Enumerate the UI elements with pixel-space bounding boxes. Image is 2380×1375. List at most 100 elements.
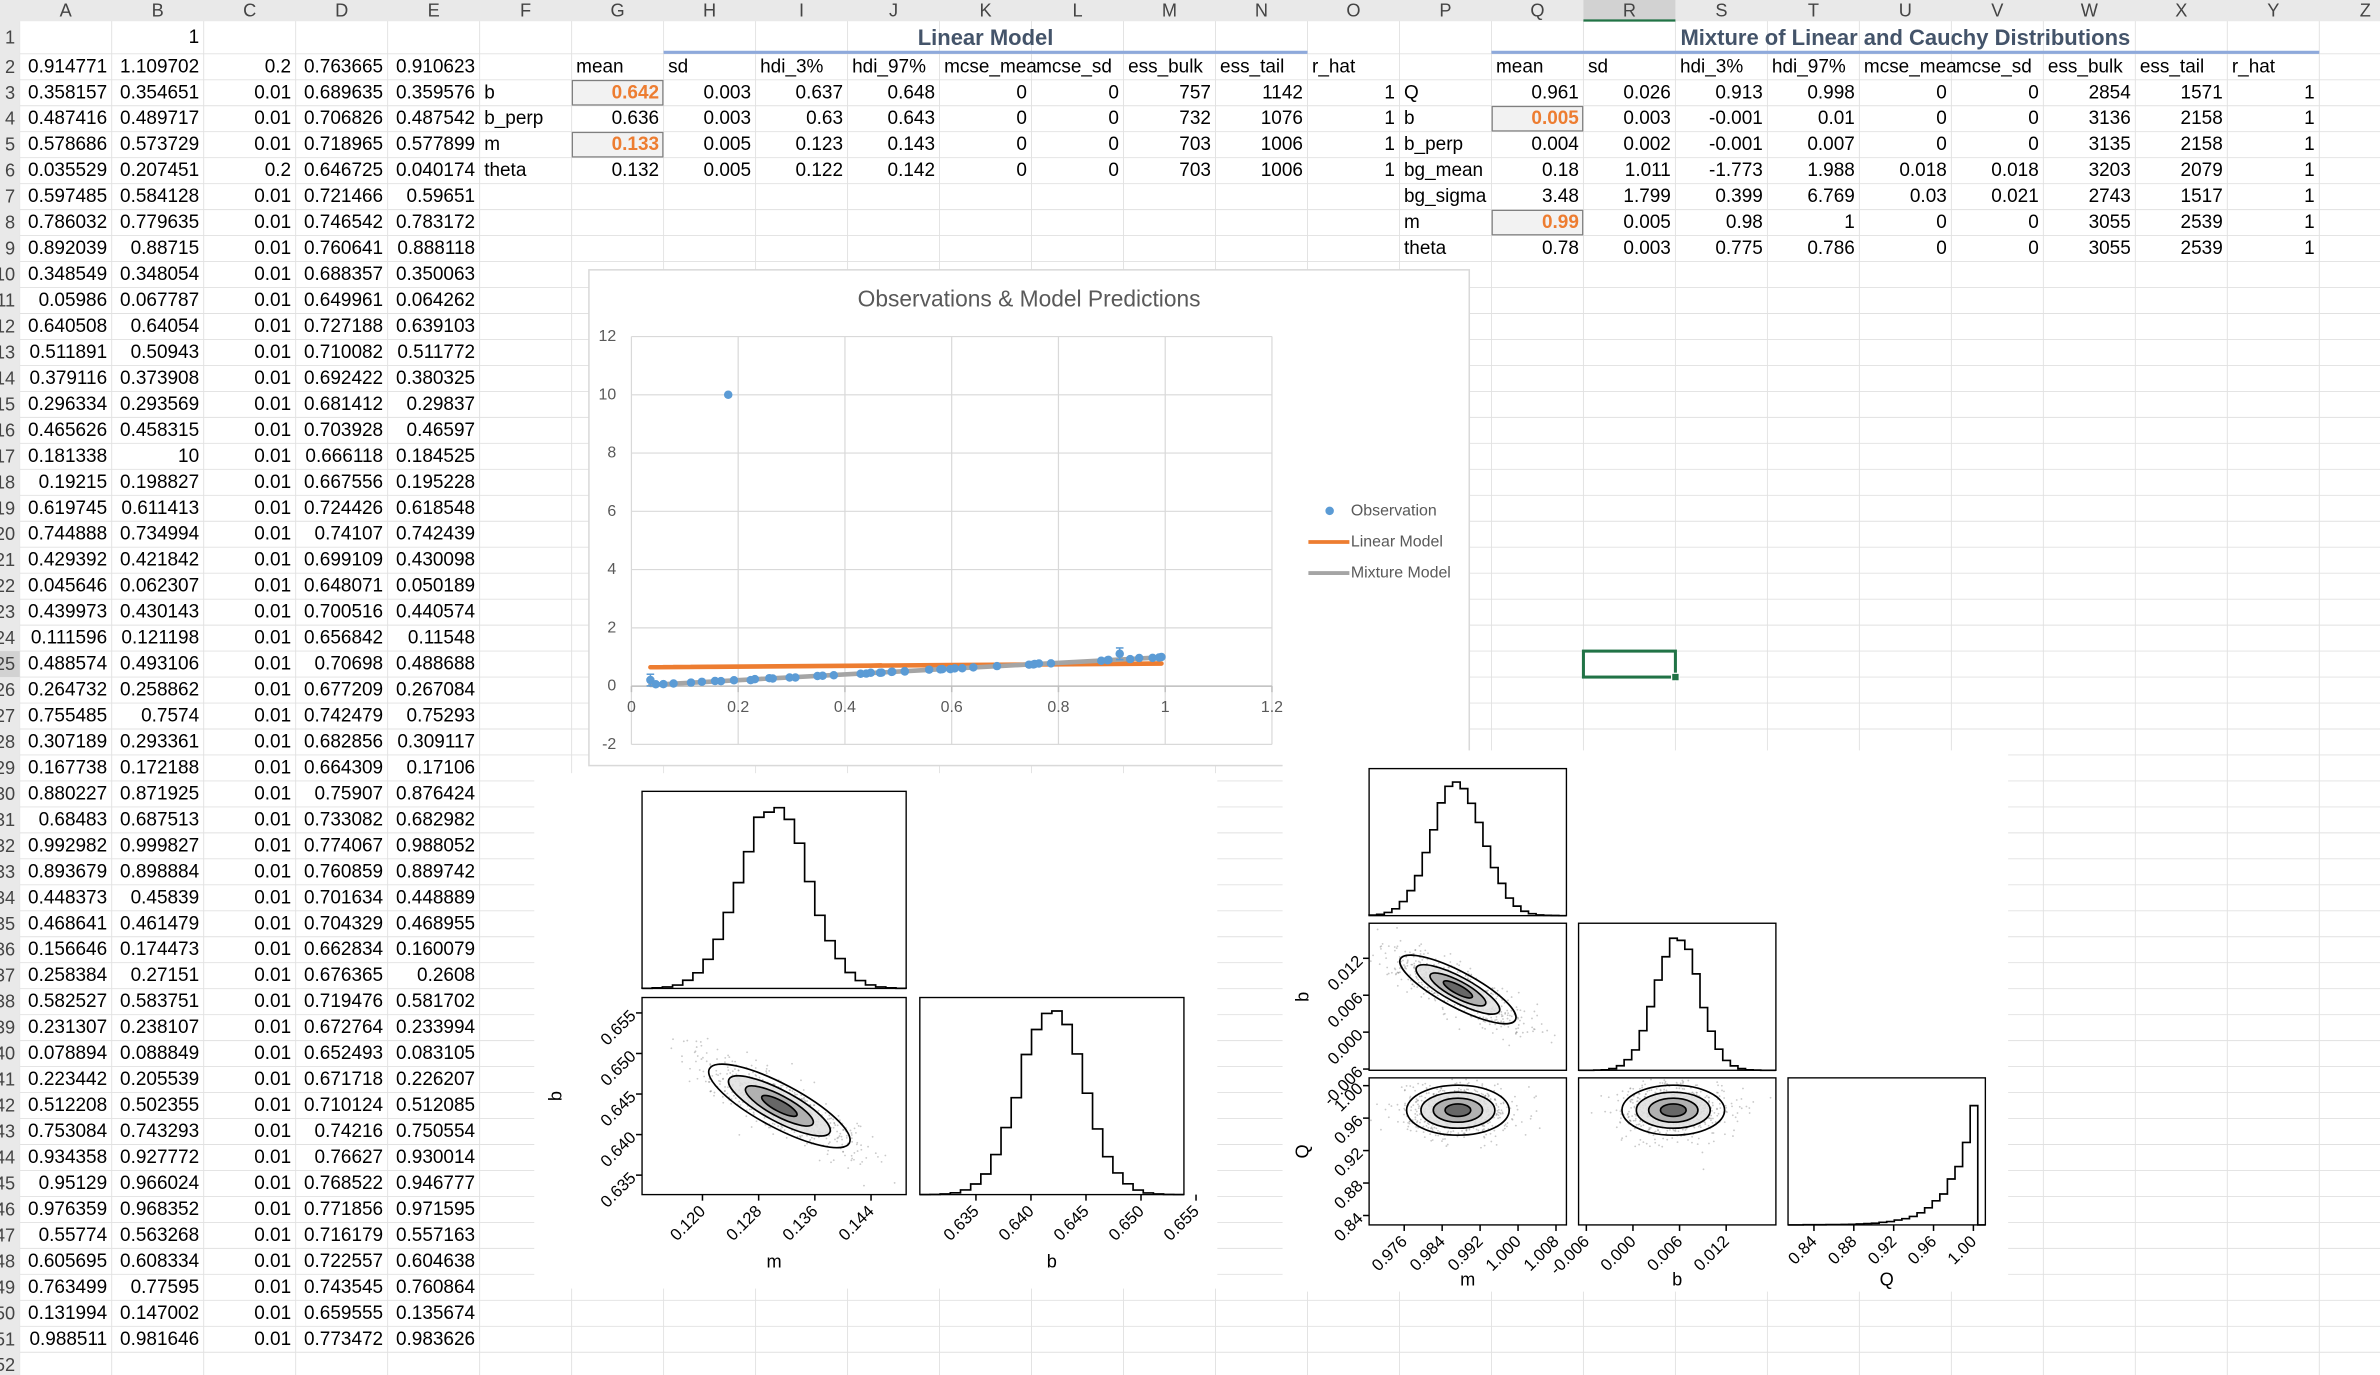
sample-dot xyxy=(847,1167,850,1169)
column-header[interactable]: W xyxy=(2081,1,2099,21)
table-header: mean xyxy=(576,56,623,77)
row-header: 14 xyxy=(0,368,15,388)
observation-point xyxy=(723,390,733,400)
row-header: 37 xyxy=(0,966,15,986)
sample-dot xyxy=(1630,1098,1633,1101)
sample-dot xyxy=(1627,1090,1630,1093)
sample-dot xyxy=(1504,1012,1507,1015)
row-header: 32 xyxy=(0,836,15,856)
sample-dot xyxy=(737,1069,740,1072)
row-header: 1 xyxy=(5,28,15,48)
sample-dot xyxy=(1457,1087,1460,1090)
column-header[interactable]: R xyxy=(1623,1,1636,21)
column-header[interactable]: E xyxy=(428,1,440,21)
sample-dot xyxy=(1431,1129,1434,1132)
column-header[interactable]: U xyxy=(1899,1,1912,21)
cell-value: 0.358157 xyxy=(28,82,107,103)
sample-dot xyxy=(1425,1125,1428,1127)
column-header[interactable]: F xyxy=(520,1,531,21)
sample-dot xyxy=(803,1096,806,1099)
chart[interactable]: Observations & Model Predictions -2 0 2 4 6 8 1… xyxy=(588,269,1471,767)
sample-dot xyxy=(793,1131,796,1134)
sample-dot xyxy=(1419,1113,1422,1116)
sample-dot xyxy=(695,1040,698,1043)
sample-dot xyxy=(1465,1128,1468,1131)
sample-dot xyxy=(1673,1129,1676,1132)
cell-value: 0.646725 xyxy=(304,160,383,181)
sample-dot xyxy=(1705,1094,1708,1097)
sample-dot xyxy=(826,1118,829,1121)
column-header[interactable]: D xyxy=(335,1,348,21)
cell-value: 0.01 xyxy=(254,420,291,441)
column-header[interactable]: H xyxy=(703,1,716,21)
table-header: ess_bulk xyxy=(1128,56,1203,77)
table-value: 1571 xyxy=(2181,82,2223,103)
column-header[interactable]: O xyxy=(1346,1,1360,21)
column-header[interactable]: L xyxy=(1072,1,1082,21)
sample-dot xyxy=(1628,1110,1630,1113)
cell-value: 0.131994 xyxy=(28,1303,107,1324)
sample-dot xyxy=(1509,1014,1511,1017)
column-header[interactable]: B xyxy=(152,1,164,21)
sample-dot xyxy=(1409,1129,1412,1132)
table-value: 0.003 xyxy=(1623,238,1670,259)
column-header[interactable]: N xyxy=(1255,1,1268,21)
column-header[interactable]: Q xyxy=(1530,1,1544,21)
row-header: 44 xyxy=(0,1148,15,1168)
observation-point xyxy=(1046,659,1056,668)
sample-dot xyxy=(1717,1084,1719,1087)
sample-dot xyxy=(694,1050,697,1053)
cell-value: 0.01 xyxy=(254,757,291,778)
column-header[interactable]: M xyxy=(1162,1,1177,21)
sample-dot xyxy=(748,1108,751,1111)
sample-dot xyxy=(715,1069,718,1072)
column-header[interactable]: A xyxy=(60,1,73,21)
column-header[interactable]: P xyxy=(1439,1,1451,21)
sample-dot xyxy=(1425,1092,1428,1095)
column-header[interactable]: K xyxy=(979,1,991,21)
sample-dot xyxy=(1494,1099,1497,1102)
column-header[interactable]: I xyxy=(799,1,804,21)
sample-dot xyxy=(738,1133,741,1136)
cell-value: 0.718965 xyxy=(304,134,383,155)
sample-dot xyxy=(1415,1098,1418,1100)
sample-dot xyxy=(832,1126,835,1129)
column-header[interactable]: V xyxy=(1991,1,2004,21)
column-header[interactable]: X xyxy=(2175,1,2187,21)
cell-value: 0.01 xyxy=(254,134,291,155)
sample-dot xyxy=(850,1137,853,1140)
sample-dot xyxy=(1503,1001,1506,1004)
sample-dot xyxy=(1405,955,1408,958)
column-header[interactable]: G xyxy=(611,1,625,21)
sample-dot xyxy=(1500,1087,1502,1090)
y-tick-label: 0 xyxy=(607,678,616,695)
table-header: hdi_3% xyxy=(1680,56,1743,77)
sample-dot xyxy=(1372,954,1374,957)
cell-value: 0.742439 xyxy=(396,524,475,545)
cell-value: 0.664309 xyxy=(304,757,383,778)
sample-dot xyxy=(1619,1121,1622,1124)
cell-value: 0.95129 xyxy=(39,1173,108,1194)
column-header[interactable]: J xyxy=(889,1,898,21)
x-axis-label: m xyxy=(1460,1269,1475,1289)
sample-dot xyxy=(1431,1127,1434,1130)
table-value: 2158 xyxy=(2181,108,2223,129)
column-header[interactable]: Y xyxy=(2267,1,2279,21)
sample-dot xyxy=(1511,1100,1514,1103)
sample-dot xyxy=(707,1081,710,1083)
chart-title: Observations & Model Predictions xyxy=(858,286,1201,312)
sample-dot xyxy=(785,1136,788,1139)
column-header[interactable]: C xyxy=(243,1,256,21)
column-header[interactable]: T xyxy=(1808,1,1819,21)
sample-dot xyxy=(769,1126,772,1129)
column-header[interactable]: Z xyxy=(2360,1,2371,21)
column-header[interactable]: S xyxy=(1715,1,1727,21)
sample-dot xyxy=(1638,1098,1641,1100)
cell-value: 0.195228 xyxy=(396,472,475,493)
cell-value: 0.880227 xyxy=(28,783,107,804)
cell-value: 0.01 xyxy=(254,1277,291,1298)
sample-dot xyxy=(799,1135,801,1137)
table-header: hdi_97% xyxy=(852,56,926,77)
selected-cell[interactable] xyxy=(1581,649,1677,679)
